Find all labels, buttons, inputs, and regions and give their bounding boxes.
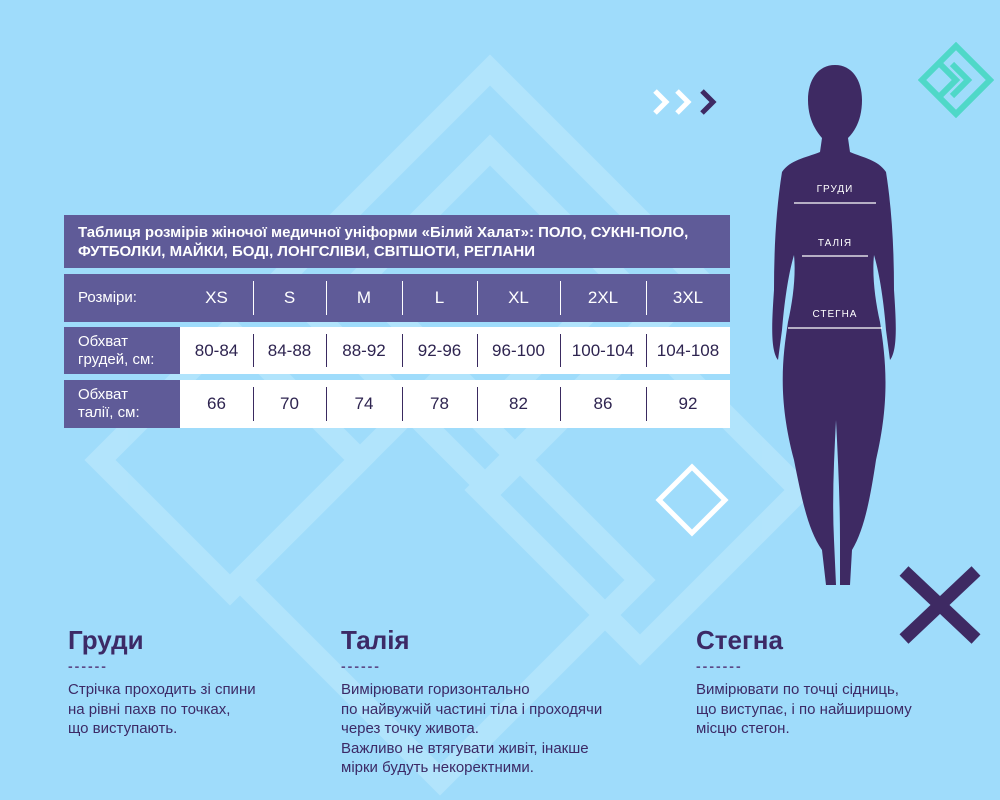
section-title: Стегна — [696, 625, 783, 655]
diamond-logo-icon — [918, 42, 994, 118]
text-line: місцю стегон. — [696, 720, 790, 737]
table-cell: XL — [477, 274, 560, 322]
section-chest: Груди ------ Стрічка проходить зі спини на … — [68, 625, 256, 739]
table-cell: 84-88 — [253, 327, 326, 374]
table-cell: M — [326, 274, 402, 322]
section-waist: Талія ------ Вимірювати горизонтально по на… — [341, 625, 602, 778]
text-line: Важливо не втягувати живіт, інакше — [341, 739, 589, 757]
diamond-outline-icon — [655, 463, 729, 537]
table-cell: 96-100 — [477, 327, 560, 374]
table-row-chest: Обхват грудей, см: 80-84 84-88 88-92 92-96 9… — [64, 327, 730, 374]
figure-label-chest: ГРУДИ — [816, 184, 854, 195]
text-line: Вимірювати по точці сідниць, — [696, 681, 899, 698]
table-cell: 78 — [402, 380, 477, 428]
table-cell: 104-108 — [646, 327, 730, 374]
text-line: мірки будуть некоректними. — [341, 759, 534, 776]
woman-silhouette — [772, 65, 896, 585]
dash-divider: ------ — [341, 658, 381, 674]
table-cell: 86 — [560, 380, 646, 428]
text-line: через точку живота. — [341, 720, 479, 737]
table-cell: L — [402, 274, 477, 322]
x-mark-icon — [899, 566, 981, 644]
table-cell: XS — [205, 288, 228, 307]
text-line: що виступають. — [68, 720, 178, 737]
table-row-waist: Обхват талії, см: 66 70 74 78 82 86 92 — [64, 380, 730, 428]
dash-divider: ------- — [696, 658, 743, 674]
table-title: Таблиця розмірів жіночої медичної уніфор… — [64, 215, 730, 268]
text-line: Вимірювати горизонтально — [341, 681, 530, 698]
table-cell: 92 — [646, 380, 730, 428]
text-line: Стрічка проходить зі спини — [68, 681, 256, 698]
table-cell: 2XL — [560, 274, 646, 322]
section-title: Талія — [341, 625, 410, 655]
text-line: що виступає, і по найширшому — [696, 700, 912, 718]
table-cell: 92-96 — [402, 327, 477, 374]
table-cell: S — [253, 274, 326, 322]
table-cell: 88-92 — [326, 327, 402, 374]
text-line: по найвужчій частині тіла і проходячи — [341, 700, 603, 718]
section-hips: Стегна ------- Вимірювати по точці сідниць… — [696, 625, 912, 739]
text-line: на рівні пахв по точках, — [68, 700, 231, 718]
figure-label-waist: ТАЛІЯ — [817, 238, 853, 249]
dash-divider: ------ — [68, 658, 108, 674]
figure-label-hips: СТЕГНА — [812, 309, 858, 320]
table-cell: 80-84 — [194, 340, 239, 360]
section-text: Вимірювати по точці сідниць, що виступає,… — [696, 680, 912, 739]
section-title: Груди — [68, 625, 144, 655]
section-text: Стрічка проходить зі спини на рівні пахв … — [68, 680, 256, 739]
row-label: Обхват талії, см: — [64, 380, 180, 428]
table-cell: 3XL — [646, 274, 730, 322]
chevrons-right-icon — [653, 89, 717, 115]
row-label: Обхват грудей, см: — [64, 327, 180, 374]
table-cell: 82 — [477, 380, 560, 428]
table-cell: 100-104 — [560, 327, 646, 374]
section-text: Вимірювати горизонтально по найвужчій час… — [341, 680, 602, 778]
table-cell: 66 — [207, 394, 226, 413]
table-cell: 70 — [253, 380, 326, 428]
table-header-row: Розміри: XS S M L XL 2XL 3XL — [64, 274, 730, 322]
header-label: Розміри: — [64, 274, 180, 322]
table-cell: 74 — [326, 380, 402, 428]
